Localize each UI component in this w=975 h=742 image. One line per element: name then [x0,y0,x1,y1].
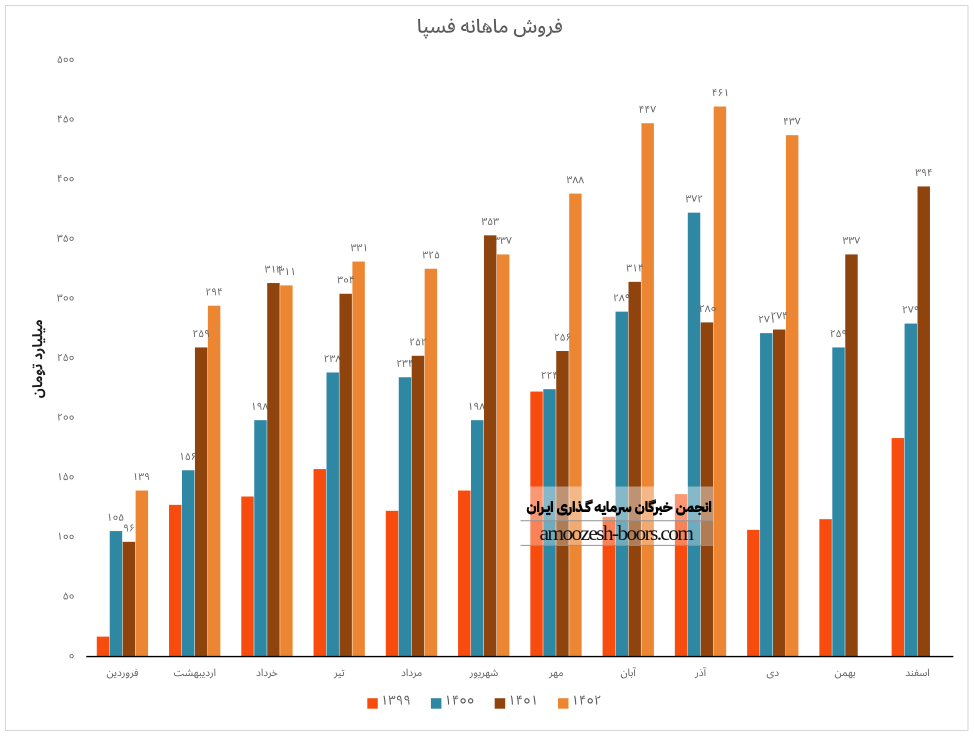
svg-text:amoozesh-boors.com: amoozesh-boors.com [540,521,695,545]
